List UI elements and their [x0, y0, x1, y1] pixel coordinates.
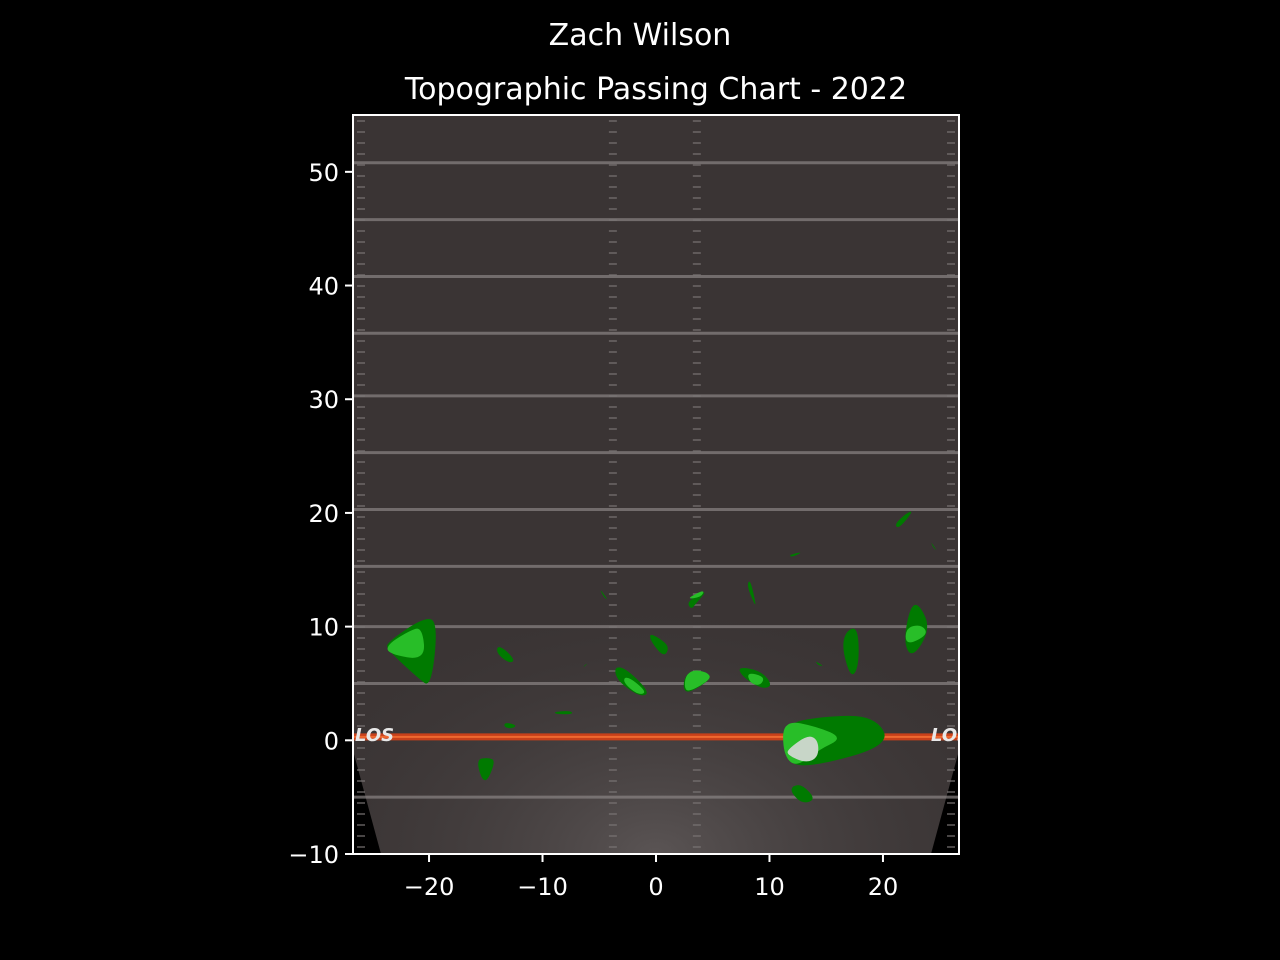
x-tick-label: 20	[868, 873, 899, 901]
contour-region-level-2	[387, 628, 425, 658]
x-tick-label: 0	[648, 873, 663, 901]
contour-region-level-1	[790, 552, 801, 557]
x-tick-label: 10	[754, 873, 785, 901]
contour-region-level-1	[791, 785, 813, 803]
x-tick-label: −10	[517, 873, 568, 901]
contour-region-level-1	[504, 723, 516, 729]
y-axis: −10 0 10 20 30 40 50	[288, 159, 353, 869]
y-tick-label: 40	[308, 273, 339, 301]
plot-area: LOS LOS	[353, 115, 970, 854]
contour-region-level-1	[688, 592, 705, 608]
contour-region-level-1	[895, 511, 912, 528]
contour-region-level-1	[650, 634, 668, 655]
field-corner-left	[353, 750, 381, 854]
contour-region-level-2	[748, 673, 764, 685]
contour-region-level-1	[747, 581, 756, 605]
chart-title: Topographic Passing Chart - 2022	[404, 72, 907, 107]
y-tick-label: 10	[308, 614, 339, 642]
los-label-left: LOS	[355, 725, 394, 746]
contour-region-level-1	[931, 543, 937, 551]
contour-region-level-1	[816, 661, 823, 666]
contour-regions	[387, 511, 937, 803]
x-tick-label: −20	[404, 873, 455, 901]
contour-region-level-1	[600, 590, 607, 600]
chart-suptitle: Zach Wilson	[549, 18, 732, 53]
contour-region-level-3	[787, 736, 819, 762]
field-corner-right	[931, 750, 959, 854]
contour-region-level-1	[583, 663, 587, 667]
los-label-right: LOS	[931, 725, 970, 746]
contour-region-level-1	[478, 758, 494, 781]
contour-region-level-2	[905, 625, 926, 643]
x-axis: −20 −10 0 10 20	[404, 854, 899, 901]
contour-region-level-1	[497, 647, 514, 663]
contour-region-level-1	[843, 628, 859, 675]
y-tick-label: 20	[308, 500, 339, 528]
contour-region-level-2	[684, 670, 710, 691]
contour-region-level-2	[624, 677, 645, 694]
y-tick-label: 50	[308, 159, 339, 187]
y-tick-label: 30	[308, 386, 339, 414]
y-tick-label: −10	[288, 841, 339, 869]
contour-region-level-2	[689, 591, 704, 599]
contour-region-level-1	[554, 711, 573, 715]
y-tick-label: 0	[324, 727, 339, 755]
